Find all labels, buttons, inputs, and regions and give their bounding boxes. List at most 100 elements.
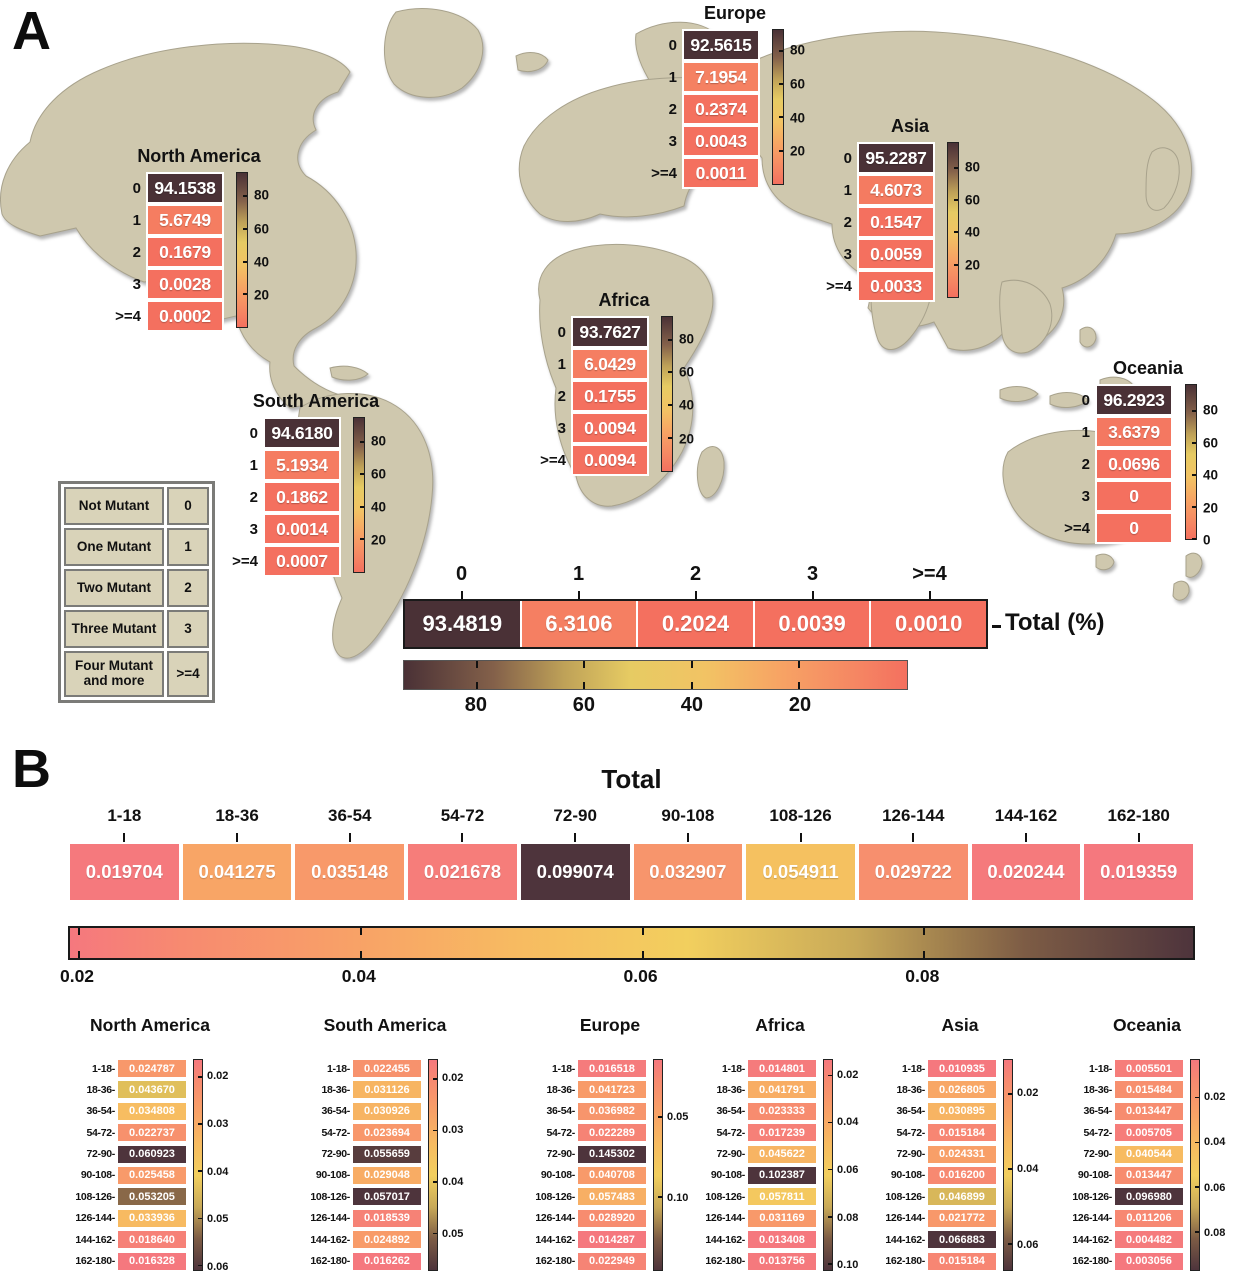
colorbar-tick [1192,442,1196,445]
colorbar [823,1059,833,1271]
heat-cell: 0.0028 [146,268,224,300]
colorbar-tick [1195,1141,1199,1144]
colorbar-tick-label: 0.04 [837,1116,859,1129]
header-tick [632,830,745,842]
heat-cell: 4.6073 [857,174,935,206]
heat-cell: 0.102387 [747,1165,817,1185]
table-row: 18-360.041723 [525,1080,703,1100]
island-new-zealand-south [1172,580,1190,601]
colorbar-tick [954,166,958,169]
island-new-zealand-north [1185,552,1203,578]
category-label: 1 [1081,423,1090,441]
colorbar-tick-label: 0 [1203,532,1211,548]
colorbar-tick [360,440,364,443]
colorbar-tick [668,404,672,407]
heat-cell: 0.053205 [117,1187,187,1207]
colorbar-tick [243,260,247,263]
region-column-north-america: North America1-180.02478718-360.04367036… [65,1015,243,1273]
heat-cell: 0.005705 [1114,1123,1184,1143]
colorbar-tick [198,1217,202,1220]
bin-label: 1-18 [525,1059,575,1078]
heat-cell: 0.026805 [927,1080,997,1100]
total-a-headers: 0 1 2 3 >=4 [403,563,988,587]
colorbar-tick-label: 20 [254,287,270,303]
colorbar-tick-label: 80 [1203,402,1219,418]
bin-label: 162-180 [300,1252,350,1271]
bin-label: 36-54 [875,1102,925,1121]
table-row: 108-1260.057811 [695,1187,873,1207]
colorbar-tick-label: 0.02 [1204,1091,1226,1104]
region-table-oceania: Oceania 0 96.2923 1 3.6379 2 0.0696 3 0 >=4 0 80 60 4… [1053,358,1243,548]
bin-label: 126-144 [525,1209,575,1228]
table-row: 36-540.030895 [875,1101,1053,1121]
category-label: 3 [249,520,258,538]
heat-cell: 0.034808 [117,1101,187,1121]
colorbar-tick [954,198,958,201]
table-row: 1 3.6379 [1053,416,1243,448]
table-row: 36-540.034808 [65,1101,243,1121]
heat-cell: 0.024331 [927,1144,997,1164]
heat-cell: 0.028920 [577,1208,647,1228]
bin-label: 36-54 [695,1102,745,1121]
colorbar-tick-label: 20 [788,694,812,716]
region-title: North America [137,146,261,166]
bin-label: 36-54 [300,1102,350,1121]
table-row: >=4 0.0002 [104,300,294,332]
heat-cell: 0.055659 [352,1144,422,1164]
bin-label: 72-90 [1062,1145,1112,1164]
bin-label: 72-90 [300,1145,350,1164]
bin-label: 54-72 [1062,1123,1112,1142]
legend-code-label: >=4 [167,651,209,697]
colorbar-tick-label: 0.06 [1017,1238,1039,1251]
table-row: 2 0.1547 [815,206,1005,238]
bin-label: 72-90 [875,1145,925,1164]
table-row: 18-360.015484 [1062,1080,1240,1100]
colorbar-tick-label: 60 [965,192,981,208]
category-label: 1 [668,68,677,86]
heat-cell: 5.6749 [146,204,224,236]
heat-cell: 0.043670 [117,1080,187,1100]
bin-label: 54-72 [65,1123,115,1142]
colorbar-tick [198,1170,202,1172]
table-row: 54-720.015184 [875,1123,1053,1143]
table-row: 144-1620.013408 [695,1230,873,1250]
table-row: 144-1620.018640 [65,1230,243,1250]
heat-cell: 0.0039 [754,601,870,647]
region-title: South America [323,1015,447,1035]
legend-table: Not Mutant 0 One Mutant 1 Two Mutant 2 Three M… [58,481,215,703]
header-tick [293,830,406,842]
colorbar-tick [1192,506,1196,508]
heat-cell: 0.016200 [927,1165,997,1185]
colorbar-tick-label: 0.05 [207,1213,229,1226]
colorbar-tick [954,263,958,266]
category-label: 2 [668,100,677,118]
colorbar-tick [1195,1231,1199,1233]
bin-label: 1-18 [875,1059,925,1078]
table-row: >=4 0.0033 [815,270,1005,302]
colorbar-tick [779,116,783,119]
category-header: 2 [689,563,702,585]
table-row: 72-900.040544 [1062,1144,1240,1164]
category-label: 3 [668,132,677,150]
region-table-asia: Asia 0 95.2287 1 4.6073 2 0.1547 3 0.0059 >=4 0.00… [815,116,1005,302]
colorbar-tick [779,49,783,52]
heat-cell: 0.096980 [1114,1187,1184,1207]
colorbar-tick-label: 80 [254,187,270,203]
heat-cell: 0.010935 [927,1059,997,1078]
total-a-heat-row: 93.4819 6.3106 0.2024 0.0039 0.0010 [403,599,988,649]
heat-cell: 0.022737 [117,1123,187,1143]
total-bar-panel-a: Total (%) 0 1 2 3 >=4 93.4819 6.3106 0.2024 0.00… [403,563,1105,716]
bin-header: 144-162 [994,806,1058,825]
bin-label: 90-108 [525,1166,575,1185]
table-row: 36-540.023333 [695,1101,873,1121]
legend-name-label: Three Mutant [64,610,164,648]
colorbar-tick-label: 20 [790,143,806,159]
heat-cell: 0.0696 [1095,448,1173,480]
colorbar-tick [433,1078,437,1080]
colorbar-tick [475,682,478,689]
colorbar-tick [798,661,801,668]
colorbar-tick-label: 0.02 [1017,1087,1039,1100]
total-heatmap-panel-b: 1-18 18-36 36-54 54-72 72-90 90-108 108-126 126… [68,806,1196,902]
